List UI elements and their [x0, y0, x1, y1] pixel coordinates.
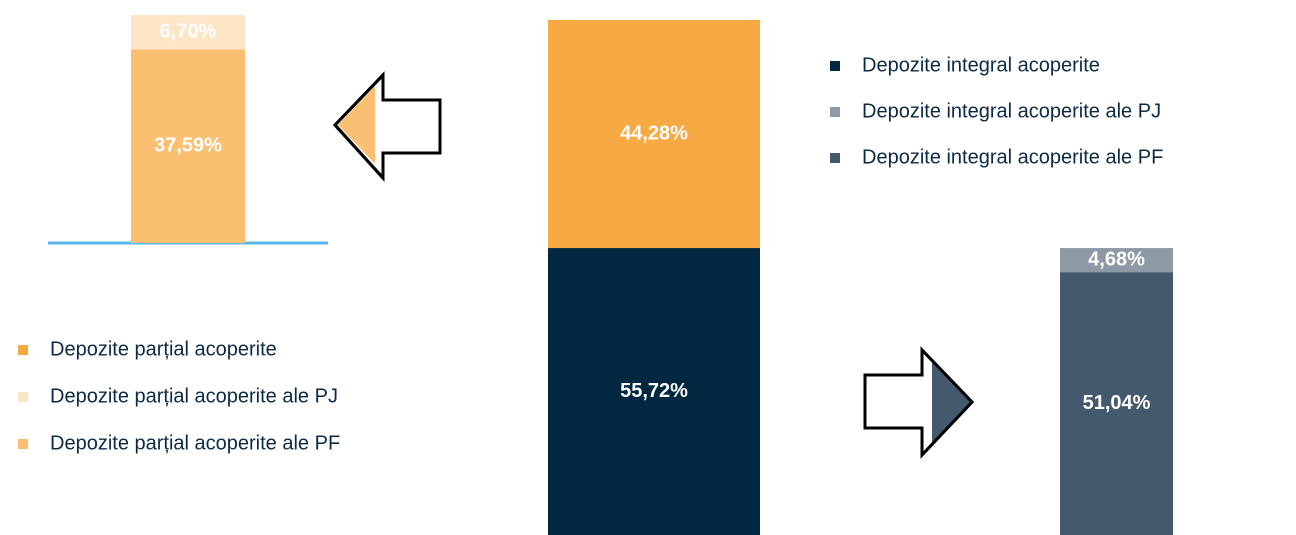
legend-swatch: [830, 107, 840, 117]
bar-segment: [131, 49, 245, 243]
legend-swatch: [830, 61, 840, 71]
legend-swatch: [18, 392, 28, 402]
legend-swatch: [830, 153, 840, 163]
left-arrow: [332, 71, 442, 182]
data-label: 37,59%: [154, 134, 222, 156]
legend-label: Depozite integral acoperite: [862, 54, 1100, 76]
bar-segment: [548, 248, 760, 535]
legend-label: Depozite parțial acoperite ale PF: [50, 432, 340, 454]
data-label: 55,72%: [620, 380, 688, 402]
right-arrow: [863, 346, 975, 459]
data-label: 4,68%: [1088, 248, 1145, 270]
data-label: 44,28%: [620, 122, 688, 144]
legend-label: Depozite integral acoperite ale PF: [862, 146, 1163, 168]
legend-label: Depozite integral acoperite ale PJ: [862, 100, 1161, 122]
data-label: 6,70%: [160, 20, 217, 42]
bar-segment: [131, 14, 245, 50]
legend-label: Depozite parțial acoperite: [50, 338, 277, 360]
bar-segment: [1060, 248, 1173, 273]
legend-swatch: [18, 345, 28, 355]
bar-segment: [1060, 272, 1173, 535]
bar-segment: [548, 20, 760, 249]
legend-swatch: [18, 439, 28, 449]
data-label: 51,04%: [1083, 392, 1151, 414]
legend-label: Depozite parțial acoperite ale PJ: [50, 385, 338, 407]
